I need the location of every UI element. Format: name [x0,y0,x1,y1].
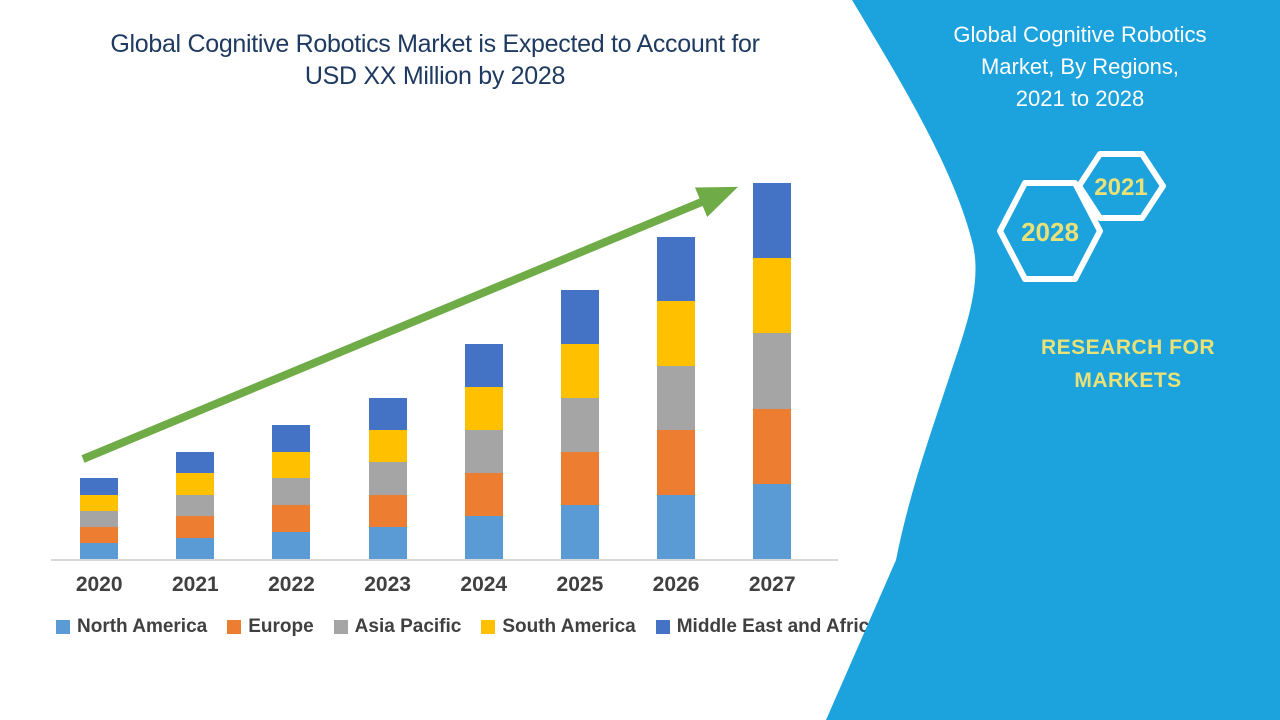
x-axis-label: 2026 [652,573,700,596]
legend-swatch [56,620,70,634]
bar-segment-south-america [753,258,792,334]
bar-segment-north-america [176,537,215,559]
legend-swatch [481,620,496,634]
bar-2022 [272,424,311,559]
chart-title-line1: Global Cognitive Robotics Market is Expe… [110,30,760,58]
panel-title-line3: 2021 to 2028 [1015,86,1145,111]
legend-swatch [227,620,242,634]
x-axis-line [51,559,838,561]
bar-segment-asia-pacific [272,478,311,506]
legend-item: South America [481,616,636,638]
panel-title-line2: Market, By Regions, [980,54,1180,79]
x-axis-label: 2023 [364,573,411,596]
bar-segment-north-america [368,526,407,559]
legend-item: Middle East and Africa [655,616,880,638]
legend-swatch [333,620,348,634]
legend-label: Asia Pacific [354,616,462,637]
bar-segment-asia-pacific [753,333,792,409]
panel-title-line1: Global Cognitive Robotics [953,22,1207,47]
chart-legend: North America Europe Asia Pacific South Ame… [56,616,880,638]
x-axis-label: 2022 [268,573,315,596]
chart-title-line2: USD XX Million by 2028 [304,62,566,90]
bar-segment-europe [368,494,407,527]
x-axis-label: 2024 [460,573,508,596]
bar-2020 [80,478,119,559]
brand-text: RESEARCH FOR MARKETS [1008,331,1248,397]
brand-line2: MARKETS [1074,369,1182,392]
bar-segment-europe [80,526,119,543]
legend-label: Middle East and Africa [676,616,880,637]
legend-item: Europe [227,616,314,638]
bar-segment-middle-east-and-africa [80,478,119,495]
legend-item: North America [56,616,207,638]
legend-label: South America [502,616,636,637]
bar-segment-north-america [464,516,503,559]
legend-item: Asia Pacific [333,616,462,638]
bar-segment-south-america [176,473,215,495]
bar-segment-asia-pacific [80,510,119,527]
bar-2027 [753,183,792,559]
legend-label: Europe [248,616,314,637]
x-axis-label: 2027 [748,573,796,596]
bar-segment-south-america [80,494,119,511]
bar-segment-asia-pacific [176,494,215,517]
bar-segment-north-america [272,532,311,559]
x-axis-label: 2020 [75,573,123,596]
bar-segment-europe [272,505,311,533]
bar-segment-north-america [753,483,792,559]
x-axis-label: 2025 [556,573,604,596]
bar-segment-north-america [80,542,119,559]
bar-segment-asia-pacific [368,462,407,495]
chart-title: Global Cognitive Robotics Market is Expe… [45,28,825,92]
bar-segment-north-america [657,494,696,559]
brand-line1: RESEARCH FOR [1040,336,1215,359]
legend-label: North America [77,616,208,637]
bar-segment-europe [176,516,215,538]
bar-segment-europe [464,473,503,517]
bar-segment-middle-east-and-africa [753,183,792,259]
bar-segment-north-america [560,505,599,559]
x-axis-label: 2021 [171,573,219,596]
panel-title: Global Cognitive Robotics Market, By Reg… [915,19,1245,115]
legend-swatch [655,620,670,634]
bar-segment-europe [753,408,792,484]
